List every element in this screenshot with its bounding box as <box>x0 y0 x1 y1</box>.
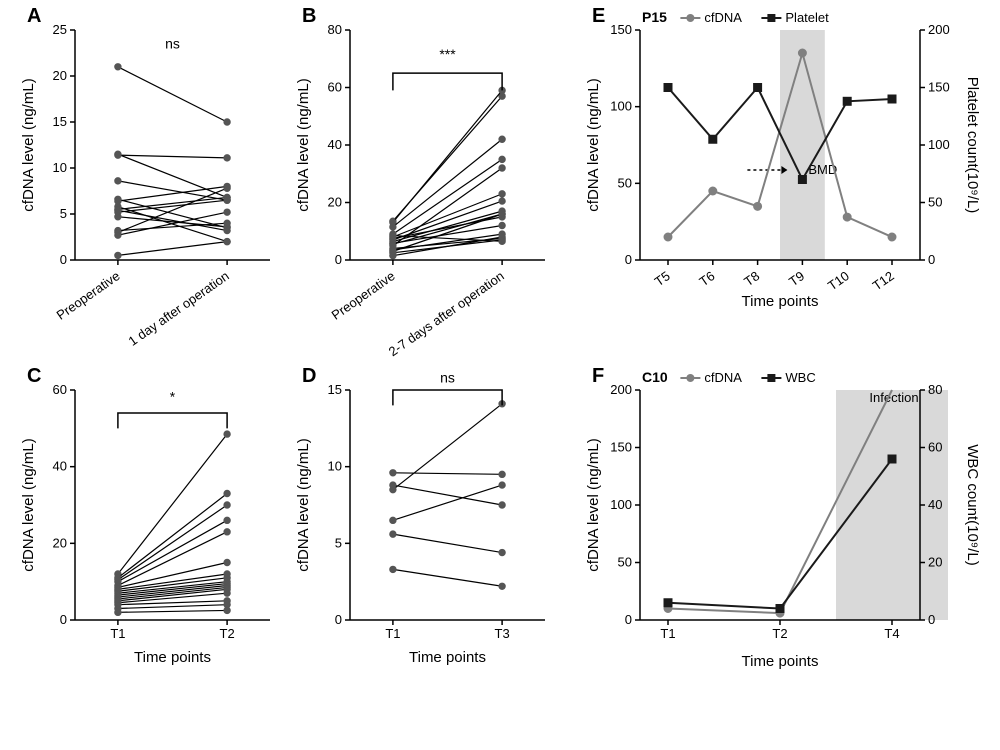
svg-text:T1: T1 <box>385 626 400 641</box>
svg-text:T6: T6 <box>696 268 717 289</box>
svg-text:15: 15 <box>328 382 342 397</box>
svg-text:C10: C10 <box>642 369 668 385</box>
svg-text:WBC: WBC <box>785 370 815 385</box>
panel-B: B 0 20 40 60 80 cfDNA level (ng/mL) Preoperativ… <box>288 0 603 390</box>
svg-text:80: 80 <box>928 382 942 397</box>
svg-text:C: C <box>27 365 41 387</box>
svg-text:0: 0 <box>335 612 342 627</box>
svg-text:5: 5 <box>60 206 67 221</box>
svg-text:T8: T8 <box>741 268 762 289</box>
svg-text:T5: T5 <box>652 268 673 289</box>
svg-text:E: E <box>592 5 605 27</box>
svg-text:Platelet: Platelet <box>785 10 829 25</box>
svg-text:50: 50 <box>618 175 632 190</box>
svg-text:T4: T4 <box>884 626 899 641</box>
svg-text:D: D <box>302 365 316 387</box>
svg-text:***: *** <box>439 46 456 62</box>
svg-text:0: 0 <box>60 252 67 267</box>
svg-text:5: 5 <box>335 535 342 550</box>
svg-text:150: 150 <box>610 22 632 37</box>
svg-text:10: 10 <box>328 459 342 474</box>
svg-text:T2: T2 <box>220 626 235 641</box>
panel-C: C 0 20 40 60 cfDNA level (ng/mL) T1 T2 Time poin… <box>13 360 328 750</box>
svg-text:20: 20 <box>928 555 942 570</box>
svg-text:200: 200 <box>928 22 950 37</box>
svg-text:Time points: Time points <box>134 649 211 666</box>
svg-text:20: 20 <box>53 535 67 550</box>
panel-A: A 0 5 10 15 20 25 cfDNA level (ng/mL) Preoperati… <box>13 0 328 390</box>
svg-text:Time points: Time points <box>409 649 486 666</box>
svg-text:60: 60 <box>328 80 342 95</box>
svg-text:60: 60 <box>53 382 67 397</box>
svg-text:100: 100 <box>610 497 632 512</box>
svg-text:80: 80 <box>328 22 342 37</box>
svg-text:150: 150 <box>928 80 950 95</box>
svg-text:100: 100 <box>928 137 950 152</box>
svg-text:60: 60 <box>928 440 942 455</box>
svg-text:P15: P15 <box>642 9 667 25</box>
svg-text:T9: T9 <box>786 268 807 289</box>
panel-F: F C10 0 50 100 150 200 0 20 40 60 80 cfDNA level (ng… <box>580 360 1000 750</box>
svg-text:2-7 days after operation: 2-7 days after operation <box>386 268 507 359</box>
panel-D: D 0 5 10 15 cfDNA level (ng/mL) T1 T3 Time point… <box>288 360 603 750</box>
svg-text:0: 0 <box>335 252 342 267</box>
svg-text:40: 40 <box>53 459 67 474</box>
svg-text:0: 0 <box>928 612 935 627</box>
svg-text:Time points: Time points <box>742 653 819 670</box>
svg-text:T12: T12 <box>870 268 897 293</box>
svg-text:0: 0 <box>625 252 632 267</box>
svg-text:50: 50 <box>618 555 632 570</box>
svg-text:cfDNA level (ng/mL): cfDNA level (ng/mL) <box>585 78 602 211</box>
svg-text:T10: T10 <box>825 268 852 293</box>
svg-text:0: 0 <box>60 612 67 627</box>
svg-text:F: F <box>592 365 604 387</box>
svg-text:cfDNA: cfDNA <box>704 10 742 25</box>
svg-text:*: * <box>170 389 176 405</box>
svg-text:Platelet count(10⁹/L): Platelet count(10⁹/L) <box>964 77 981 214</box>
svg-text:40: 40 <box>928 497 942 512</box>
panel-E: E P15 0 50 100 150 0 50 100 150 200 cfDNA level (ng… <box>580 0 1000 390</box>
svg-text:A: A <box>27 5 41 27</box>
svg-text:T2: T2 <box>772 626 787 641</box>
svg-text:20: 20 <box>53 68 67 83</box>
svg-text:T3: T3 <box>495 626 510 641</box>
svg-text:T1: T1 <box>660 626 675 641</box>
svg-text:Time points: Time points <box>742 293 819 310</box>
svg-text:cfDNA level (ng/mL): cfDNA level (ng/mL) <box>20 438 37 571</box>
svg-text:20: 20 <box>328 195 342 210</box>
svg-text:200: 200 <box>610 382 632 397</box>
svg-text:ns: ns <box>165 35 180 51</box>
svg-text:50: 50 <box>928 195 942 210</box>
svg-text:Infection: Infection <box>869 390 918 405</box>
svg-text:B: B <box>302 5 316 27</box>
svg-text:Preoperative: Preoperative <box>329 268 398 323</box>
svg-text:cfDNA level (ng/mL): cfDNA level (ng/mL) <box>295 78 312 211</box>
svg-text:25: 25 <box>53 22 67 37</box>
svg-text:ns: ns <box>440 369 455 385</box>
svg-text:cfDNA level (ng/mL): cfDNA level (ng/mL) <box>20 78 37 211</box>
svg-text:1 day after operation: 1 day after operation <box>126 268 232 349</box>
svg-text:100: 100 <box>610 99 632 114</box>
svg-text:0: 0 <box>928 252 935 267</box>
svg-text:T1: T1 <box>110 626 125 641</box>
svg-text:cfDNA: cfDNA <box>704 370 742 385</box>
svg-text:150: 150 <box>610 440 632 455</box>
svg-text:10: 10 <box>53 160 67 175</box>
svg-text:Preoperative: Preoperative <box>54 268 123 323</box>
svg-text:WBC count(10⁹/L): WBC count(10⁹/L) <box>964 444 981 565</box>
svg-text:cfDNA level (ng/mL): cfDNA level (ng/mL) <box>585 438 602 571</box>
svg-text:15: 15 <box>53 114 67 129</box>
svg-text:0: 0 <box>625 612 632 627</box>
svg-text:cfDNA level (ng/mL): cfDNA level (ng/mL) <box>295 438 312 571</box>
svg-text:40: 40 <box>328 137 342 152</box>
